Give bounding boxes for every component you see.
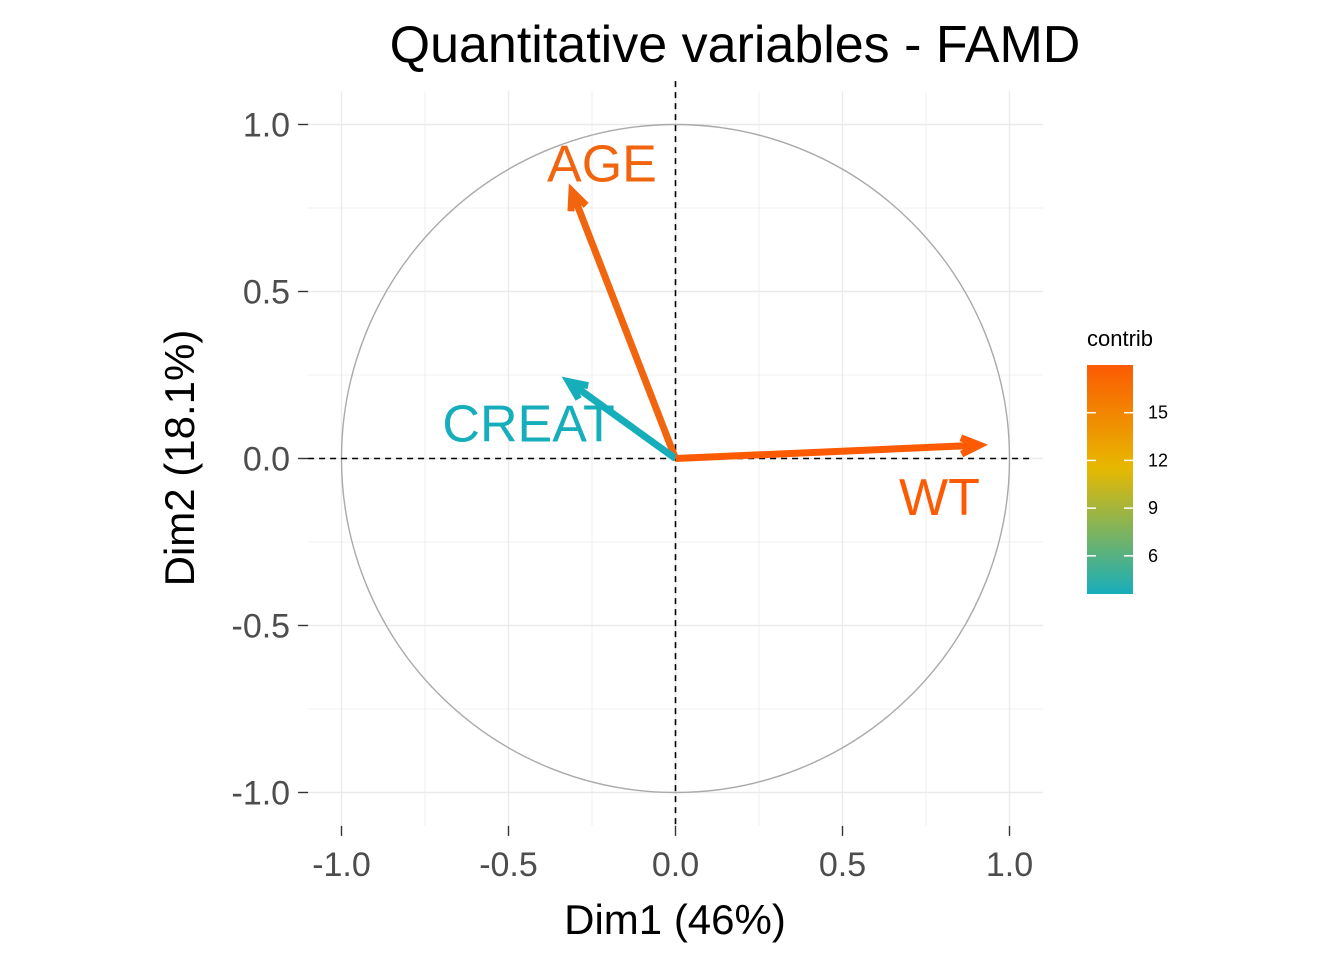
y-tick-label: 0.5 (243, 274, 290, 312)
label-creat: CREAT (442, 396, 614, 454)
x-tick-label: 0.5 (819, 846, 866, 884)
arrow-creat (573, 383, 678, 462)
y-tick-label: 1.0 (243, 107, 290, 145)
x-tick-label: -1.0 (312, 846, 371, 884)
y-axis-title: Dim2 (18.1%) (156, 330, 203, 587)
x-tick-label: -0.5 (479, 846, 538, 884)
x-tick-label: 1.0 (986, 846, 1033, 884)
y-tick-label: 0.0 (243, 441, 290, 479)
legend-colorbar (1087, 365, 1133, 594)
arrowhead-creat (561, 376, 589, 401)
legend-tick-label: 12 (1148, 450, 1168, 470)
legend-tick-label: 6 (1148, 546, 1158, 566)
x-tick-label: 0.0 (652, 846, 699, 884)
variable-labels: AGE CREAT WT (442, 135, 979, 527)
contrib-legend: contrib 6 9 12 15 (1087, 326, 1168, 594)
variable-arrows (561, 183, 989, 462)
y-tick-label: -1.0 (232, 775, 291, 813)
label-age: AGE (547, 135, 657, 193)
arrowhead-age (567, 183, 589, 212)
arrow-age (571, 197, 679, 460)
legend-tick-label: 9 (1148, 498, 1158, 518)
arrow-wt (675, 441, 972, 462)
y-tick-label: -0.5 (232, 608, 291, 646)
chart-title: Quantitative variables - FAMD (390, 16, 1081, 74)
arrowhead-wt (959, 434, 989, 458)
legend-tick-label: 15 (1148, 403, 1168, 423)
legend-ticks: 6 9 12 15 (1087, 403, 1168, 566)
y-axis: -1.0 -0.5 0.0 0.5 1.0 (232, 107, 309, 813)
x-axis-title: Dim1 (46%) (564, 896, 786, 943)
reference-lines (308, 81, 1033, 826)
label-wt: WT (899, 469, 980, 527)
legend-title: contrib (1087, 326, 1153, 351)
x-axis: -1.0 -0.5 0.0 0.5 1.0 (312, 825, 1033, 884)
